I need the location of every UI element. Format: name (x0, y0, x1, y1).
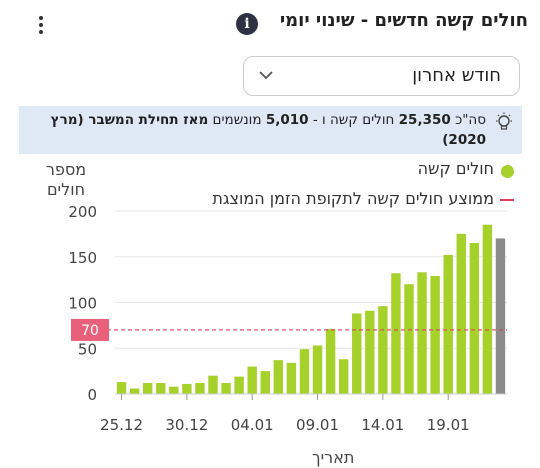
y-tick-label: 150 (68, 249, 97, 267)
x-tick-label: 19.01 (427, 416, 470, 434)
bar (247, 366, 257, 394)
chart-header: חולים קשה חדשים - שינוי יומי i (0, 0, 540, 48)
bar (378, 306, 388, 394)
y-axis-label: מספר חולים (45, 160, 87, 199)
lightbulb-icon (496, 112, 512, 130)
summary-prefix: סה"כ (455, 112, 486, 128)
y-tick-label: 200 (68, 203, 97, 221)
x-tick-label: 30.12 (165, 416, 208, 434)
bar (430, 275, 440, 394)
legend-average-marker (500, 199, 514, 201)
period-select-value: חודש אחרון (412, 65, 501, 86)
bar (417, 272, 427, 394)
bar (404, 284, 414, 394)
summary-text: סה"כ 25,350 חולים קשה ו - 5,010 מונשמים … (16, 110, 486, 150)
bar (182, 383, 192, 394)
bar (169, 386, 179, 394)
bar (338, 359, 349, 394)
bar (156, 383, 166, 394)
summary-ventilated-text: מונשמים (212, 112, 262, 128)
x-tick-label: 25.12 (100, 416, 143, 434)
chevron-down-icon (259, 71, 273, 80)
average-badge (71, 318, 109, 341)
x-tick-label: 14.01 (361, 416, 404, 434)
y-tick-label: 50 (78, 340, 97, 358)
bar (142, 383, 153, 394)
bar (129, 388, 140, 394)
x-axis-label: תאריך (312, 448, 355, 467)
period-select[interactable]: חודש אחרון (243, 56, 520, 96)
bar (456, 233, 466, 394)
bar (482, 224, 493, 394)
summary-severe-text: חולים קשה ו - (312, 112, 395, 128)
bar (391, 273, 401, 394)
legend-series-label: חולים קשה (417, 159, 494, 178)
bar (260, 371, 270, 394)
legend-series-marker (501, 165, 514, 178)
more-options-icon[interactable] (32, 16, 50, 40)
bar-partial (495, 238, 506, 394)
bar (234, 376, 244, 394)
average-badge-label: 70 (81, 323, 99, 339)
bar (286, 362, 297, 394)
chart-title: חולים קשה חדשים - שינוי יומי (279, 10, 528, 31)
y-tick-label: 0 (87, 386, 97, 404)
bar (208, 375, 218, 394)
bar (116, 382, 127, 394)
bar (469, 243, 480, 394)
bar (352, 313, 362, 394)
info-icon[interactable]: i (236, 13, 258, 35)
summary-total-severe: 25,350 (398, 112, 451, 128)
bar (443, 254, 453, 394)
bar (365, 310, 375, 394)
y-tick-label: 100 (68, 295, 97, 313)
x-tick-label: 09.01 (296, 416, 339, 434)
bar (312, 345, 323, 394)
bar (273, 360, 284, 394)
legend-average-label: ממוצע חולים קשה לתקופת הזמן המוצגת (212, 189, 494, 208)
bar (195, 383, 205, 394)
x-tick-label: 04.01 (231, 416, 274, 434)
summary-banner: סה"כ 25,350 חולים קשה ו - 5,010 מונשמים … (19, 106, 522, 154)
summary-ventilated: 5,010 (265, 112, 309, 128)
bar (299, 349, 310, 394)
bar (221, 383, 231, 394)
summary-since: מאז תחילת המשבר (מרץ 2020) (50, 112, 486, 148)
bar (325, 329, 336, 394)
